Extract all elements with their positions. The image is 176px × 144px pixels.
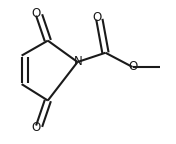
Text: N: N (74, 55, 83, 68)
Text: O: O (32, 121, 41, 134)
Text: O: O (92, 11, 101, 24)
Text: O: O (32, 7, 41, 20)
Text: O: O (128, 60, 137, 73)
